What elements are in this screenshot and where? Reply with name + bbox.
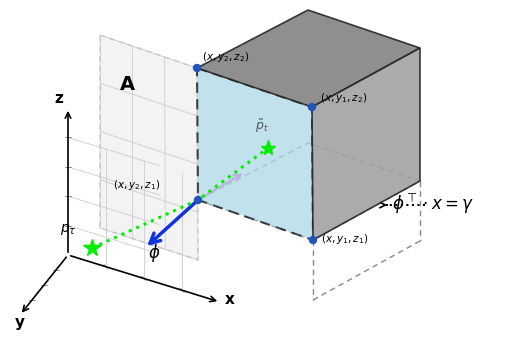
Text: $(x, y_1, z_2)$: $(x, y_1, z_2)$ (320, 91, 368, 105)
Polygon shape (197, 10, 420, 107)
Circle shape (193, 65, 200, 71)
Text: $\phi$: $\phi$ (148, 242, 160, 264)
Text: $(x, y_1, z_1)$: $(x, y_1, z_1)$ (321, 232, 369, 246)
Polygon shape (197, 68, 313, 240)
Text: $p_{\tau}$: $p_{\tau}$ (60, 222, 77, 237)
Circle shape (309, 237, 317, 244)
Text: $\phi^{\top} \cdot x = \gamma$: $\phi^{\top} \cdot x = \gamma$ (392, 193, 474, 217)
Text: A: A (120, 75, 135, 94)
Polygon shape (100, 35, 198, 260)
Text: z: z (54, 91, 63, 106)
Text: $(x, y_2, z_1)$: $(x, y_2, z_1)$ (113, 178, 160, 192)
Text: y: y (15, 315, 25, 330)
Text: $\tilde{p}_t$: $\tilde{p}_t$ (255, 118, 269, 135)
Text: x: x (225, 292, 235, 307)
Circle shape (194, 197, 201, 203)
Circle shape (308, 104, 316, 110)
Text: $(x, y_2, z_2)$: $(x, y_2, z_2)$ (202, 50, 249, 64)
Polygon shape (312, 48, 420, 240)
